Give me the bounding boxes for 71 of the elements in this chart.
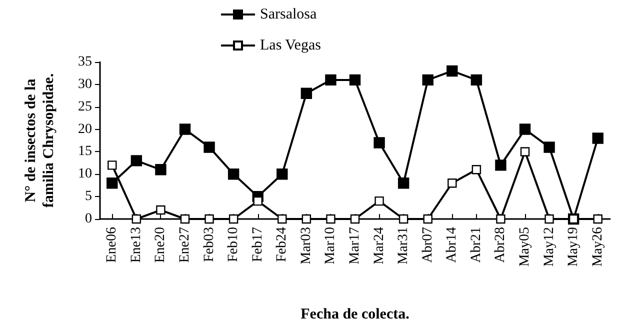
y-tick-label: 10: [78, 166, 92, 182]
x-tick-label: May05: [518, 227, 532, 267]
x-tick-label: May26: [590, 227, 606, 267]
x-tick-label: Ene06: [104, 227, 120, 263]
point: [108, 160, 117, 170]
x-tick-label: Abr28: [493, 227, 508, 263]
point: [179, 124, 191, 135]
point: [423, 214, 432, 224]
y-tick-label: 30: [78, 76, 92, 92]
x-tick-label: Feb24: [274, 227, 290, 262]
point: [349, 74, 361, 86]
y-tick-label: 20: [78, 122, 92, 137]
point: [253, 196, 262, 206]
point: [374, 137, 385, 148]
x-axis-title: Fecha de colecta.: [300, 306, 410, 322]
legend-label: Las Vegas: [260, 38, 322, 54]
point: [228, 214, 238, 224]
y-axis-title: N° de insectos de la familia Chrysopidae.: [23, 73, 57, 208]
x-tick-label: Ene20: [153, 227, 168, 263]
legend-label: Sarsalosa: [260, 6, 317, 22]
point: [326, 214, 336, 224]
point: [398, 214, 408, 224]
point: [374, 196, 384, 206]
point: [519, 124, 531, 135]
x-tick-label: Mar31: [396, 227, 412, 264]
x-tick-label: Abr21: [468, 227, 484, 263]
point: [300, 88, 312, 99]
point: [446, 65, 458, 77]
x-tick-label: Feb10: [226, 227, 242, 262]
point: [276, 168, 288, 180]
x-tick-label: Ene27: [178, 227, 192, 263]
point: [204, 142, 215, 153]
point: [228, 168, 240, 180]
x-tick-label: Mar03: [298, 227, 314, 264]
x-tick-label: Abr07: [420, 227, 436, 263]
point: [278, 214, 287, 224]
point: [544, 142, 555, 153]
point: [470, 74, 482, 86]
x-tick-label: Feb17: [250, 227, 266, 262]
x-tick-label: May12: [542, 227, 557, 267]
x-tick-label: Feb03: [202, 227, 217, 262]
y-tick-label: 15: [78, 144, 92, 160]
point: [106, 178, 118, 189]
y-tick-label: 0: [85, 212, 92, 226]
y-tick-label: 5: [85, 189, 92, 204]
point: [180, 214, 190, 224]
point: [398, 178, 410, 189]
point: [496, 214, 506, 224]
point: [422, 74, 434, 86]
x-tick-label: Mar17: [348, 227, 362, 264]
x-tick-label: Mar24: [372, 227, 387, 264]
point: [350, 214, 360, 224]
point: [204, 214, 214, 224]
x-tick-label: Mar10: [323, 227, 338, 264]
x-tick-label: Abr14: [444, 227, 460, 263]
point: [155, 164, 166, 176]
x-tick-label: May19: [566, 227, 582, 267]
point: [472, 165, 482, 174]
point: [130, 155, 142, 166]
point: [520, 147, 530, 156]
y-tick-label: 25: [78, 99, 92, 114]
point: [544, 214, 554, 224]
point: [302, 214, 312, 224]
point: [156, 205, 166, 215]
point: [592, 132, 604, 144]
point: [448, 178, 457, 188]
x-tick-label: Ene13: [128, 227, 144, 263]
point: [495, 160, 506, 171]
y-tick-label: 35: [78, 54, 92, 70]
point: [325, 74, 336, 86]
point: [132, 214, 142, 224]
